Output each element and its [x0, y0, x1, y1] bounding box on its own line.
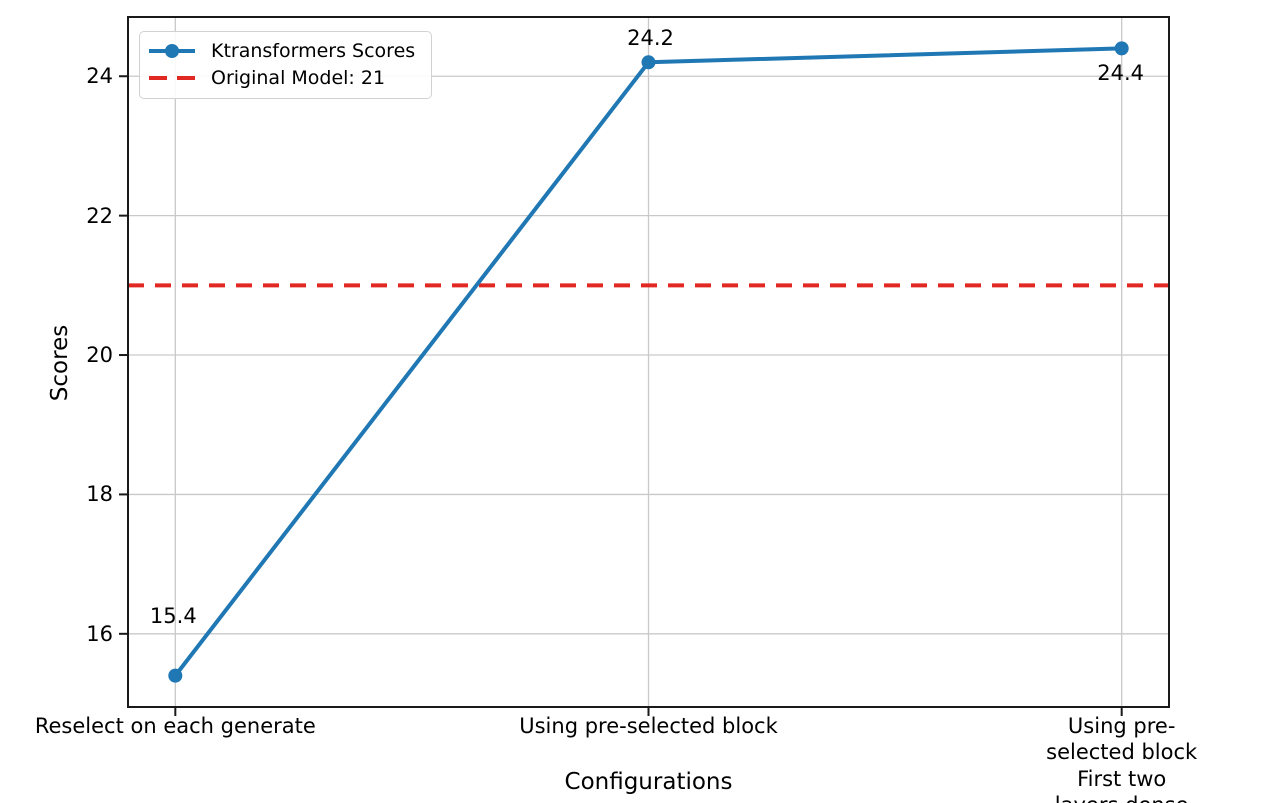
legend-label: Original Model: 21: [211, 67, 386, 89]
y-tick-label: 18: [86, 482, 113, 507]
x-tick-label: Reselect on each generate: [34, 714, 316, 738]
y-tick-label: 20: [86, 343, 113, 368]
data-point-label: 15.4: [149, 603, 197, 628]
y-tick-label: 24: [86, 64, 113, 89]
x-tick-label: Using pre-selected block First two layer…: [1046, 714, 1198, 803]
legend-item-ktransformers-scores: Ktransformers Scores: [148, 40, 415, 62]
data-point-label: 24.4: [1097, 61, 1145, 86]
data-point-marker: [641, 55, 656, 70]
x-tick-label: Using pre-selected block: [519, 714, 778, 738]
y-axis-label: Scores: [47, 324, 73, 402]
legend-label: Ktransformers Scores: [211, 40, 416, 62]
y-tick-label: 16: [86, 621, 113, 646]
legend: Ktransformers Scores Original Model: 21: [139, 31, 433, 99]
data-point-marker: [168, 668, 183, 683]
data-point-marker: [1114, 41, 1129, 56]
legend-item-original-model: Original Model: 21: [148, 67, 415, 89]
dashed-line-sample-icon: [149, 76, 195, 80]
x-axis-label: Configurations: [564, 769, 733, 795]
y-tick-label: 22: [86, 203, 113, 228]
line-marker-sample-icon: [149, 44, 195, 58]
data-point-label: 24.2: [627, 26, 674, 51]
